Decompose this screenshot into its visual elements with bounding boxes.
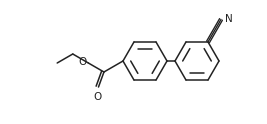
Text: O: O (78, 57, 86, 67)
Text: N: N (225, 14, 232, 24)
Text: O: O (93, 92, 102, 102)
